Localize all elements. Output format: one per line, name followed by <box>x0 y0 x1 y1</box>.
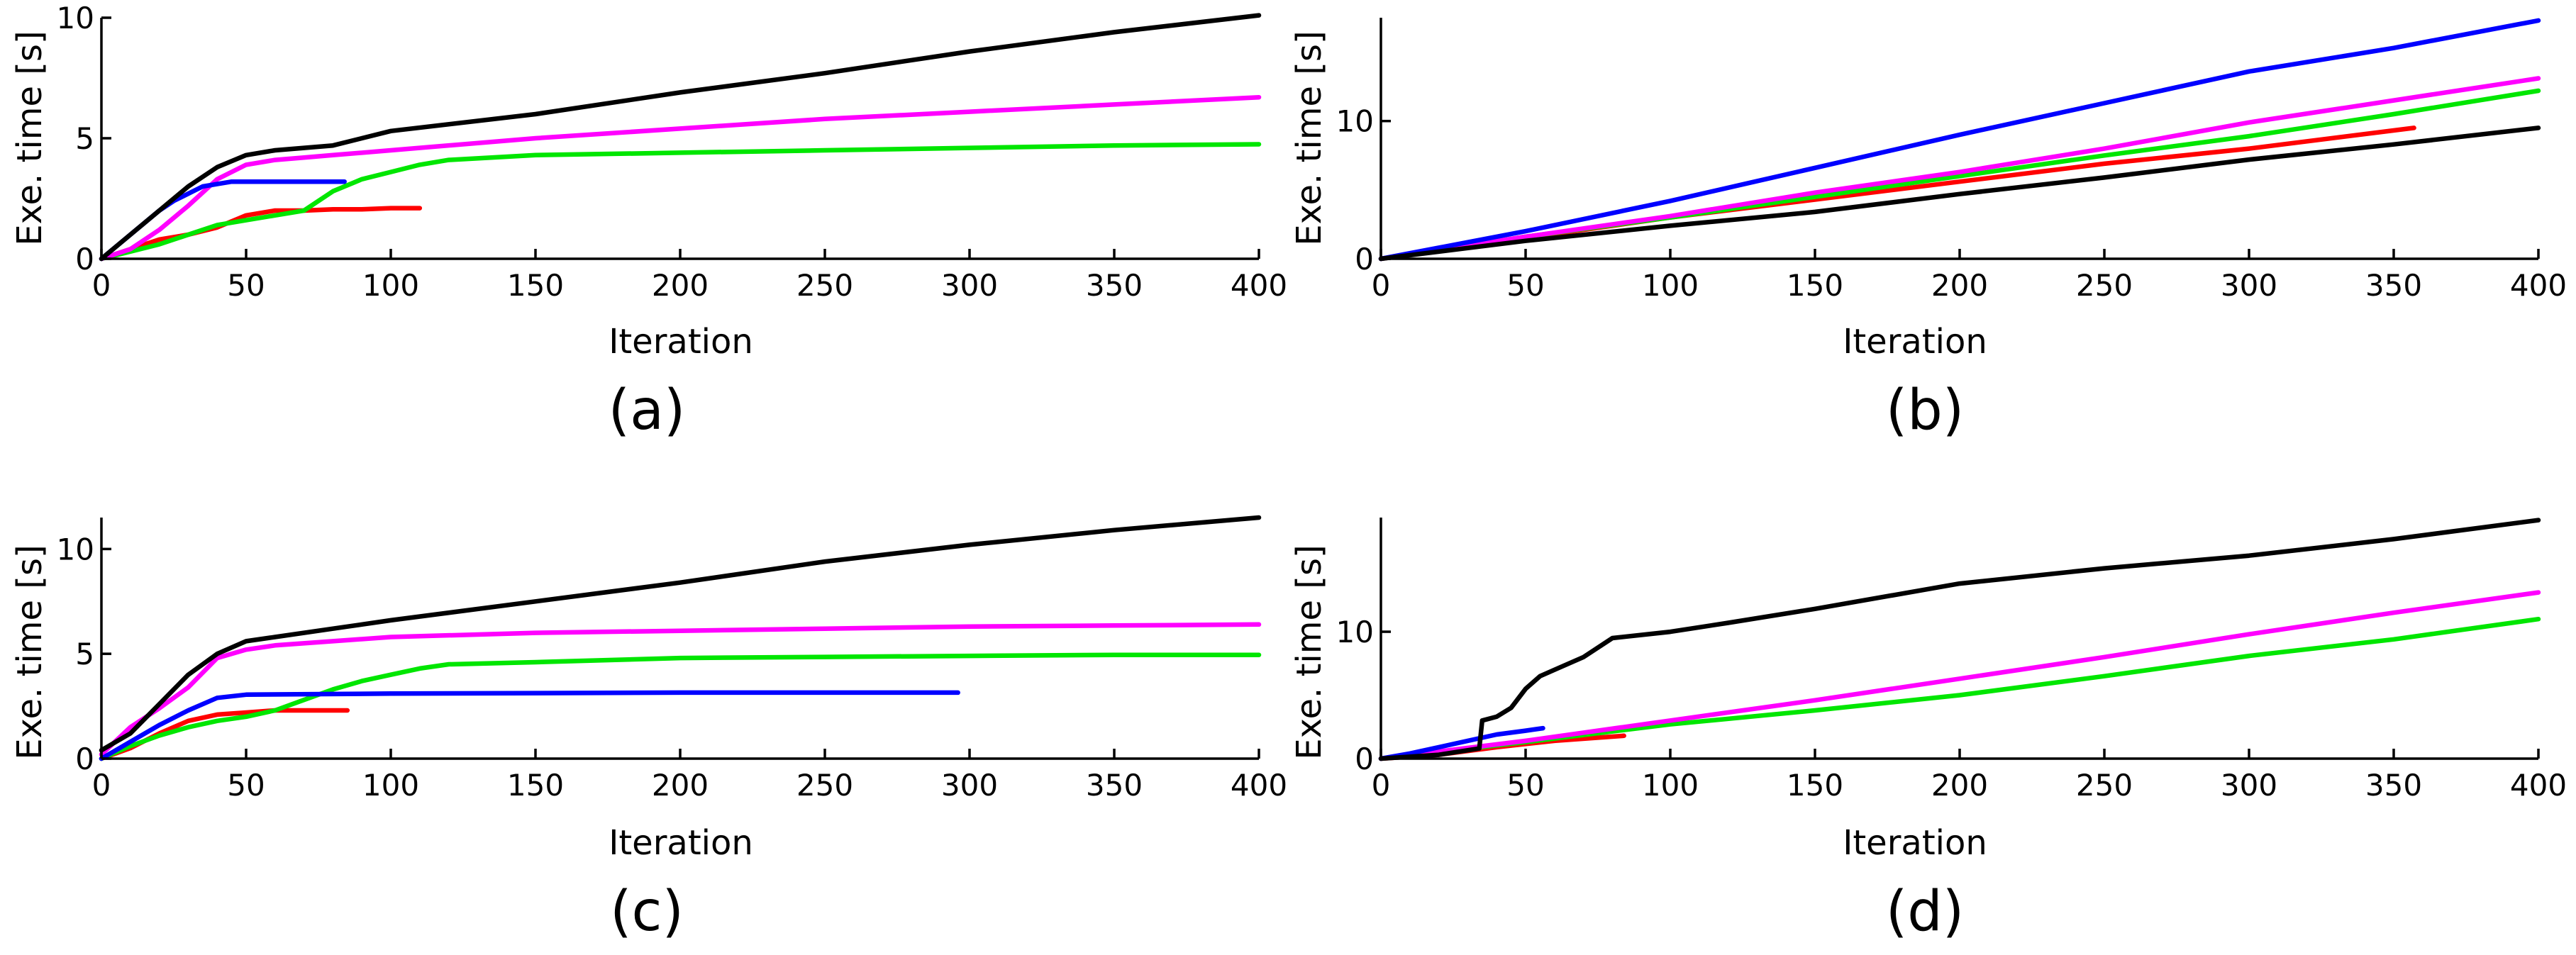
panel-d-y-tick-label: 0 <box>1355 742 1374 776</box>
panel-c-series-blue-line <box>99 690 960 761</box>
panel-d-x-tick-label: 300 <box>2221 768 2277 803</box>
panel-a-x-tick-label: 0 <box>92 268 111 303</box>
panel-d-x-axis-label: Iteration <box>1843 823 1987 863</box>
panel-a-series-magenta-line <box>99 94 1262 262</box>
panel-d-x-tick-label: 350 <box>2365 768 2422 803</box>
panel-d-caption: (d) <box>1886 880 1964 944</box>
panel-d-x-tick-label: 100 <box>1642 768 1699 803</box>
panel-c-plot: 0 50 100 150 200 250 300 350 400 0 5 10 <box>57 515 1287 803</box>
panel-c-x-tick-label: 250 <box>796 768 853 803</box>
panel-a-x-tick-label: 350 <box>1086 268 1143 303</box>
panel-c-series-green-line <box>99 652 1262 761</box>
panel-c-x-tick-label: 100 <box>362 768 419 803</box>
panel-b-plot: 0 50 100 150 200 250 300 350 400 0 10 <box>1336 18 2567 303</box>
panel-b-x-tick-label: 300 <box>2221 268 2277 303</box>
panel-d: 0 50 100 150 200 250 300 350 400 0 10 Iteration Ex… <box>1289 518 2567 944</box>
panel-b-x-tick-label: 100 <box>1642 268 1699 303</box>
panel-c-y-tick-label: 5 <box>75 637 94 671</box>
panel-c-x-axis-label: Iteration <box>609 823 753 863</box>
panel-a-x-axis-label: Iteration <box>609 322 753 362</box>
panel-b-caption: (b) <box>1886 379 1964 442</box>
panel-a-x-tick-label: 150 <box>507 268 564 303</box>
panel-b-x-tick-label: 200 <box>1931 268 1988 303</box>
panel-a-series-green-line <box>99 142 1262 262</box>
panel-b-series-magenta-line <box>1378 76 2541 262</box>
panel-a-plot: 0 50 100 150 200 250 300 350 400 0 5 10 <box>57 1 1288 303</box>
panel-b-x-tick-label: 400 <box>2510 268 2567 303</box>
panel-b-x-tick-label: 250 <box>2076 268 2133 303</box>
panel-d-x-tick-label: 250 <box>2076 768 2133 803</box>
panel-a-series-red-line <box>99 206 423 262</box>
panel-b: 0 50 100 150 200 250 300 350 400 0 10 Iteration Ex… <box>1289 18 2567 442</box>
panel-d-y-tick-label: 10 <box>1336 615 1374 649</box>
panel-a: 0 50 100 150 200 250 300 350 400 0 5 10 Iteration E… <box>10 1 1287 442</box>
panel-d-x-tick-label: 0 <box>1372 768 1391 803</box>
panel-b-x-tick-label: 150 <box>1787 268 1843 303</box>
panel-a-y-axis-label: Exe. time [s] <box>10 30 50 245</box>
panel-c-x-tick-label: 200 <box>652 768 709 803</box>
panel-d-x-tick-label: 150 <box>1787 768 1843 803</box>
panel-c-x-tick-label: 0 <box>92 768 111 803</box>
panel-d-series-black-line <box>1378 518 2541 761</box>
panel-d-x-tick-label: 50 <box>1506 768 1544 803</box>
panel-b-series-blue-line <box>1378 18 2541 262</box>
panel-c-y-tick-label: 0 <box>75 742 94 776</box>
panel-c-caption: (c) <box>610 880 684 944</box>
panel-d-y-axis-label: Exe. time [s] <box>1289 544 1329 759</box>
panel-c-x-tick-label: 350 <box>1086 768 1143 803</box>
panel-a-x-tick-label: 250 <box>796 268 853 303</box>
panel-d-x-tick-label: 400 <box>2510 768 2567 803</box>
panel-c-y-axis-label: Exe. time [s] <box>10 544 50 759</box>
panel-c-series-black-line <box>99 515 1262 753</box>
panel-b-x-axis-label: Iteration <box>1843 322 1987 362</box>
panel-a-x-tick-label: 400 <box>1231 268 1287 303</box>
panel-c-x-tick-label: 400 <box>1231 768 1287 803</box>
panel-d-plot: 0 50 100 150 200 250 300 350 400 0 10 <box>1336 518 2567 803</box>
panel-a-caption: (a) <box>609 379 686 442</box>
panel-d-x-tick-label: 200 <box>1931 768 1988 803</box>
panel-b-series-black-line <box>1378 125 2541 262</box>
panel-d-series-magenta-line <box>1378 590 2541 761</box>
panel-c-y-tick-label: 10 <box>57 532 94 566</box>
panel-a-x-tick-label: 50 <box>227 268 265 303</box>
panel-b-x-tick-label: 350 <box>2365 268 2422 303</box>
panel-b-x-tick-label: 50 <box>1506 268 1544 303</box>
panel-d-series-blue-line <box>1378 725 1545 761</box>
panel-a-x-tick-label: 100 <box>362 268 419 303</box>
panel-a-y-tick-label: 5 <box>75 121 94 156</box>
panel-a-series-black-line <box>99 13 1262 262</box>
panel-a-x-tick-label: 200 <box>652 268 709 303</box>
panel-a-y-tick-label: 0 <box>75 242 94 277</box>
panel-b-y-tick-label: 0 <box>1355 242 1374 277</box>
panel-b-y-axis-label: Exe. time [s] <box>1289 30 1329 245</box>
panel-a-x-tick-label: 300 <box>941 268 998 303</box>
panel-b-x-tick-label: 0 <box>1372 268 1391 303</box>
panel-c-series-magenta-line <box>99 622 1262 757</box>
panel-c-x-tick-label: 150 <box>507 768 564 803</box>
panel-c-x-tick-label: 50 <box>227 768 265 803</box>
panel-b-y-tick-label: 10 <box>1336 104 1374 139</box>
panel-a-y-tick-label: 10 <box>57 1 94 35</box>
panel-c: 0 50 100 150 200 250 300 350 400 0 5 10 Iteration E… <box>10 515 1287 944</box>
panel-c-x-tick-label: 300 <box>941 768 998 803</box>
